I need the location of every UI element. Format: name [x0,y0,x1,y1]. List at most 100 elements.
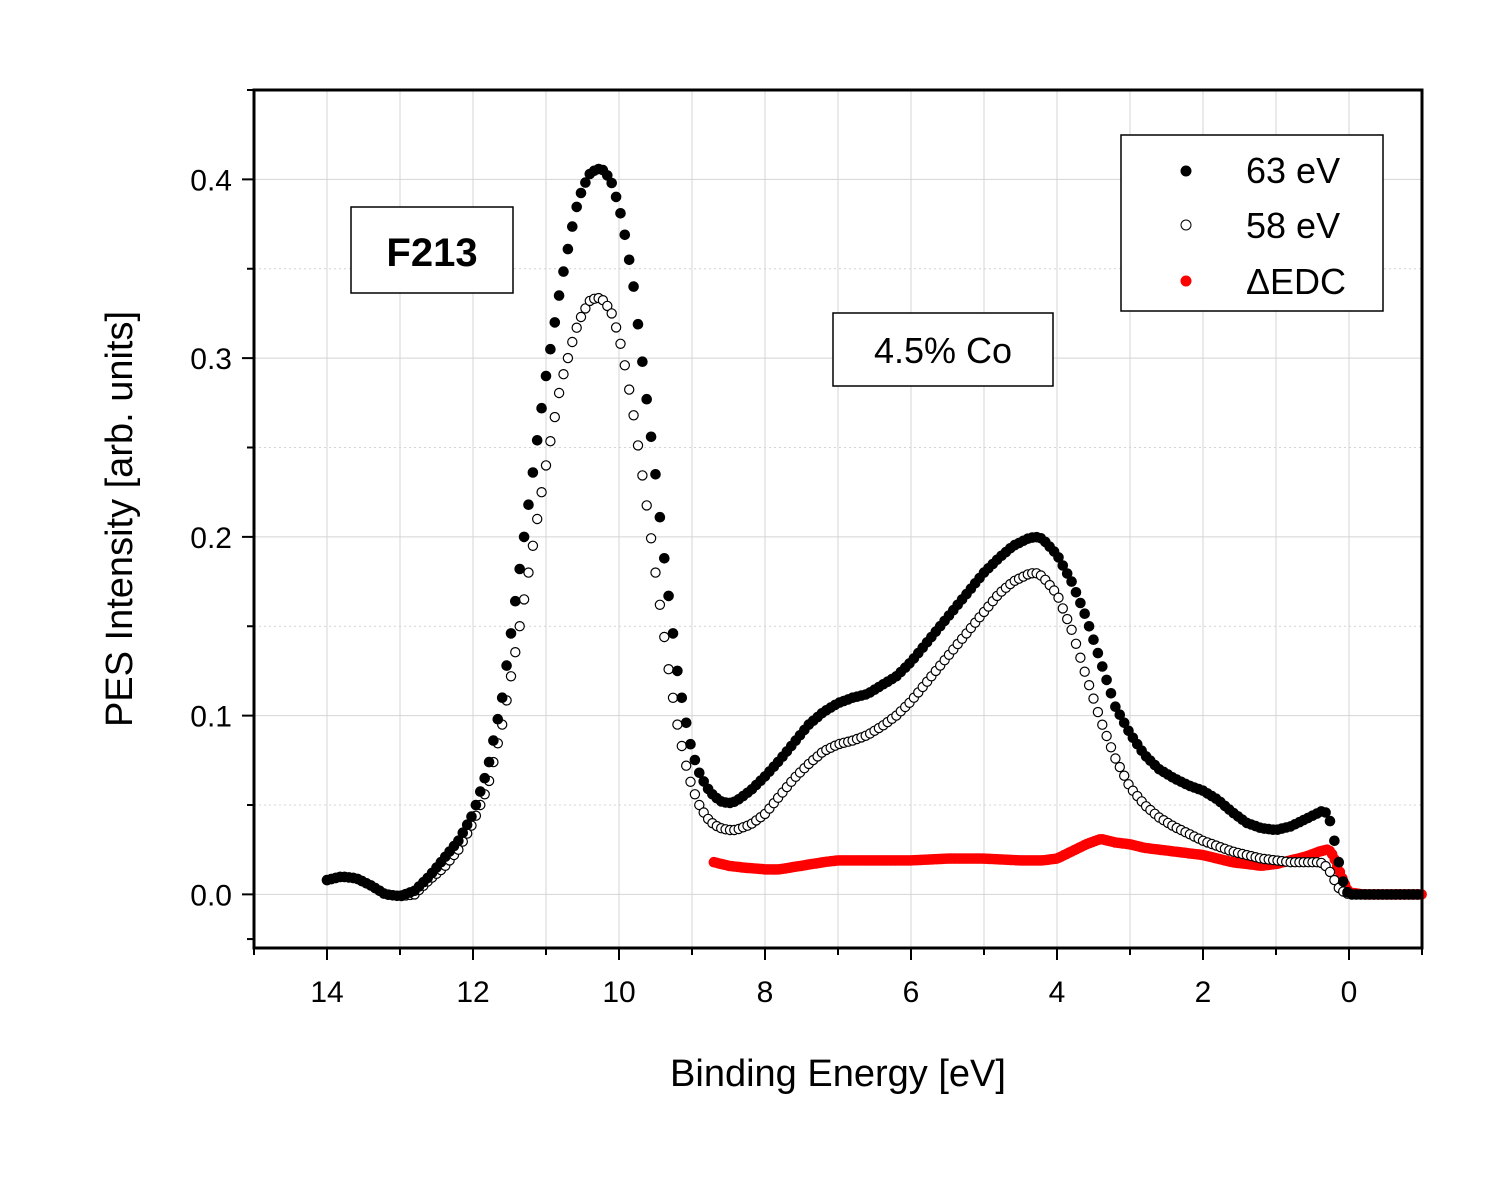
data-point [488,735,499,746]
data-point [606,308,617,319]
data-point [1324,815,1336,827]
data-point [514,621,525,632]
data-point [663,590,674,602]
data-point [676,740,688,752]
data-point [575,187,587,199]
data-point [567,336,578,348]
data-point [659,631,670,643]
legend-marker-63ev [1180,165,1192,177]
data-point [650,469,661,480]
data-point [553,290,565,301]
data-point [650,567,661,578]
data-point [645,533,657,544]
data-point [1097,661,1108,672]
data-point [689,789,701,800]
legend-label-58ev: 58 eV [1246,205,1340,246]
data-point [536,487,547,498]
data-point [514,563,526,575]
data-point [1324,866,1336,878]
x-tick-label: 2 [1195,976,1212,1009]
data-point [685,738,696,750]
data-point [492,713,504,725]
data-point [505,628,517,639]
data-point [676,692,688,704]
data-point [457,827,469,839]
data-point [681,760,692,771]
data-point [532,513,543,525]
data-point [1079,666,1090,677]
data-point [510,647,521,658]
data-point [461,819,473,831]
data-point [1066,624,1077,636]
data-point [1118,717,1130,729]
y-tick-label: 0.2 [190,522,232,555]
data-point [624,384,635,395]
y-tick-label: 0.1 [190,701,232,734]
data-point [558,266,569,277]
data-point [694,799,705,811]
ticks: 14 12 10 8 6 4 2 0 0.0 0.1 0.2 0.3 0.4 [190,89,1423,1009]
data-point [1057,603,1069,614]
data-point [1057,560,1069,571]
data-point [645,431,657,443]
data-point [536,402,547,414]
data-point [1061,613,1073,625]
data-point [540,460,552,471]
data-point [549,411,561,423]
data-point [1105,688,1117,699]
data-points [321,163,1427,902]
data-point [540,370,552,382]
data-point [1088,693,1099,704]
data-point [571,322,582,333]
data-point [615,338,626,349]
data-point [1101,730,1112,742]
data-point [531,435,543,446]
data-point [1066,576,1077,587]
data-point [1110,701,1121,713]
data-point [575,311,587,323]
data-point [1337,876,1349,887]
data-point [654,511,666,523]
x-tick-label: 4 [1049,976,1066,1009]
data-point [623,254,635,266]
data-point [567,221,578,232]
y-tick-label: 0.3 [190,343,232,376]
data-point [689,754,701,766]
data-point [562,243,574,255]
data-point [615,208,626,219]
data-point [619,360,631,371]
data-point [667,628,679,639]
data-point [1114,709,1126,721]
data-point [553,387,565,399]
x-tick-label: 12 [456,976,489,1009]
data-point [1092,706,1104,718]
data-point [641,500,652,511]
x-tick-label: 10 [602,976,635,1009]
data-point [1101,674,1112,686]
x-axis-title: Binding Energy [eV] [670,1053,1006,1095]
data-point [558,369,569,380]
legend-box [1120,134,1384,312]
data-point [1333,856,1345,868]
data-point [1070,587,1082,598]
data-point [1083,680,1095,691]
data-point [628,410,639,421]
data-point [1329,835,1340,847]
data-point [1053,552,1064,563]
data-point [518,531,530,543]
data-point [1070,638,1082,650]
data-point [659,553,670,564]
data-point [475,786,486,797]
x-tick-label: 0 [1341,976,1358,1009]
data-point [637,470,648,481]
annotation-f213: F213 [386,231,477,275]
y-axis-title: PES Intensity [arb. units] [99,311,141,727]
data-point [523,499,534,511]
data-point [1097,719,1108,730]
data-point [523,567,534,578]
data-point [1075,652,1086,663]
data-point [545,343,556,355]
data-point [685,776,696,788]
data-point [672,665,683,677]
data-point [1053,592,1064,603]
